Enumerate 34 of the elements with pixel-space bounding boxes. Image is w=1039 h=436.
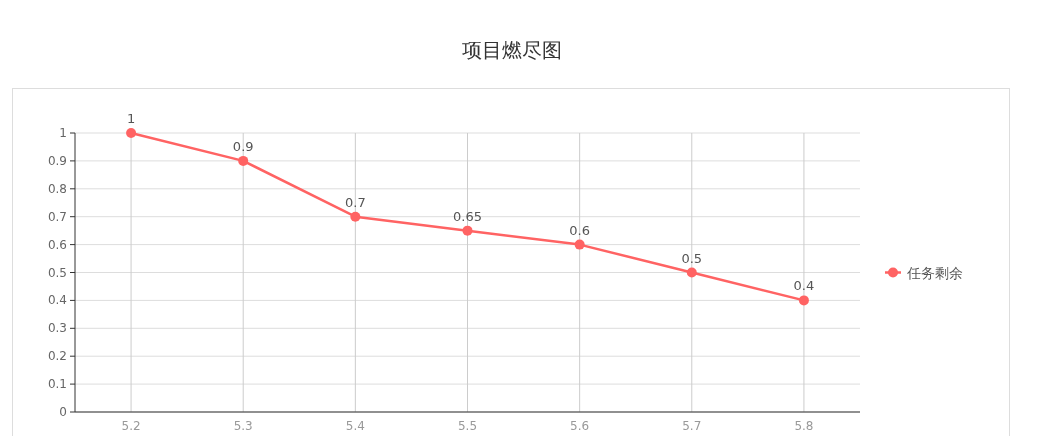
point	[462, 225, 473, 236]
y-tick-label: 0.8	[47, 181, 67, 196]
x-tick-label: 5.8	[794, 419, 814, 433]
data-label: 0.65	[453, 208, 482, 224]
y-tick-label: 0.9	[47, 153, 67, 168]
point	[798, 295, 809, 306]
data-label: 1	[126, 111, 136, 126]
data-label: 0.4	[793, 278, 815, 294]
y-tick-label: 0.5	[47, 265, 67, 280]
data-label: 0.7	[345, 194, 366, 210]
y-tick-label: 0.7	[47, 209, 67, 224]
legend-label: 任务剩余	[906, 264, 963, 281]
data-label: 0.5	[681, 250, 703, 266]
y-tick-label: 1	[59, 126, 67, 140]
y-tick-label: 0.6	[47, 237, 67, 252]
data-label: 0.9	[232, 138, 254, 154]
point	[574, 239, 585, 250]
x-tick-label: 5.3	[233, 419, 253, 433]
x-tick-label: 5.7	[682, 419, 702, 433]
x-tick-label: 5.4	[345, 419, 365, 433]
x-tick-label: 5.5	[457, 419, 478, 433]
data-label: 0.6	[569, 222, 590, 238]
y-tick-label: 0.4	[47, 293, 67, 308]
x-tick-label: 5.2	[121, 419, 141, 433]
chart-title: 项目燃尽图	[462, 38, 562, 62]
y-tick-label: 0.1	[47, 377, 67, 392]
point	[238, 155, 249, 166]
y-tick-label: 0.3	[47, 321, 67, 336]
x-tick-label: 5.6	[570, 419, 590, 433]
y-tick-label: 0.2	[47, 349, 67, 364]
point	[350, 211, 361, 222]
point	[686, 267, 697, 278]
y-tick-label: 0	[59, 405, 67, 419]
point	[126, 128, 137, 138]
